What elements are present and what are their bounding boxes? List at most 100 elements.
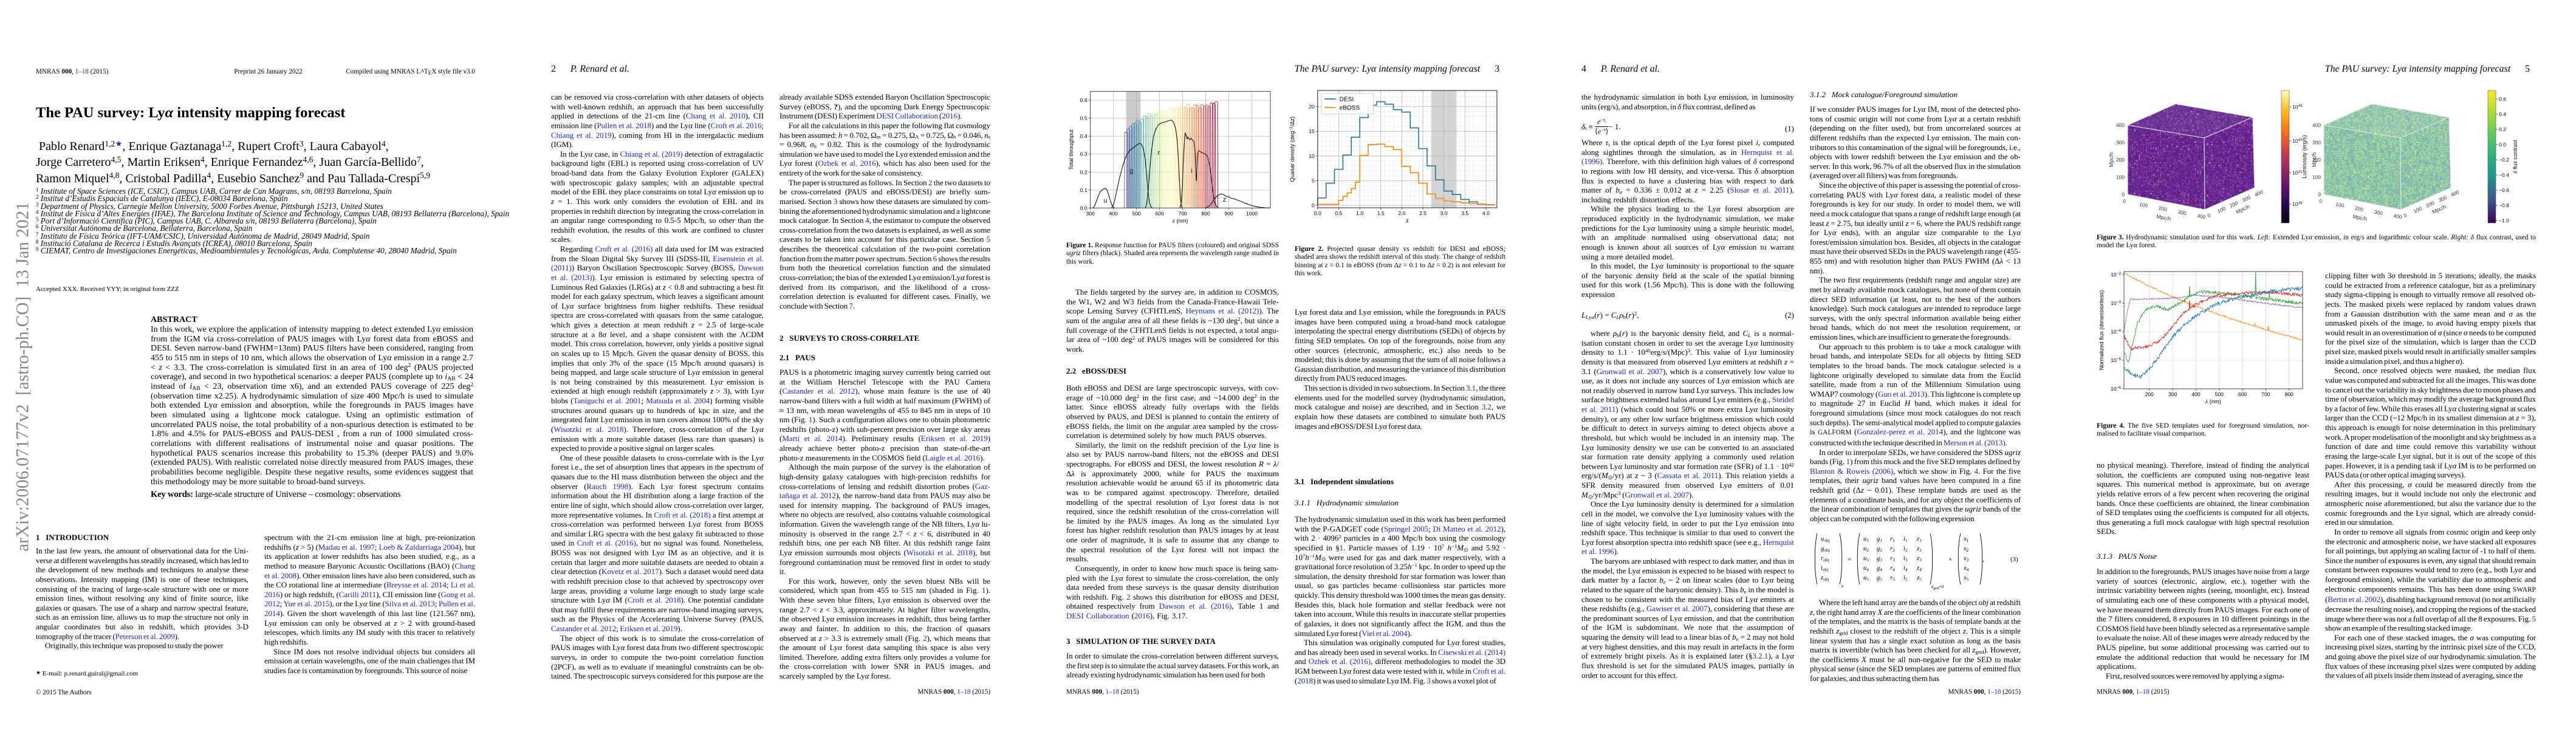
svg-text:4.0: 4.0 xyxy=(1482,210,1490,216)
svg-text:300: 300 xyxy=(2177,209,2187,217)
svg-text:0: 0 xyxy=(2403,212,2408,219)
svg-text:600: 600 xyxy=(1155,210,1164,216)
svg-text:Quasar density (deg−2/Δz): Quasar density (deg−2/Δz) xyxy=(1289,117,1296,182)
svg-text:800: 800 xyxy=(2285,391,2294,397)
svg-text:Total throughput: Total throughput xyxy=(1068,129,1074,170)
svg-text:10−6: 10−6 xyxy=(2111,386,2121,392)
svg-text:gobj: gobj xyxy=(1821,546,1830,553)
svg-text:100: 100 xyxy=(2116,174,2125,180)
svg-text:z5: z5 xyxy=(1916,575,1922,582)
svg-text:r5: r5 xyxy=(1890,575,1895,582)
svg-text:0: 0 xyxy=(2318,198,2323,205)
svg-text:100: 100 xyxy=(2312,174,2321,180)
svg-text:r1: r1 xyxy=(1890,536,1895,543)
svg-text:DESI: DESI xyxy=(1340,96,1354,103)
svg-text:100: 100 xyxy=(2139,201,2149,209)
svg-text:0.3: 0.3 xyxy=(1080,151,1088,157)
svg-text:u5: u5 xyxy=(1863,575,1869,582)
svg-text:0.2: 0.2 xyxy=(1080,169,1088,175)
svg-text:z: z xyxy=(1841,583,1844,589)
svg-text:i: i xyxy=(1191,168,1192,175)
svg-text:100: 100 xyxy=(2335,201,2345,209)
svg-text:200: 200 xyxy=(2158,205,2168,213)
svg-text:0.0: 0.0 xyxy=(1314,210,1321,216)
svg-text:15: 15 xyxy=(1309,128,1315,134)
svg-text:0: 0 xyxy=(2122,191,2125,197)
svg-text:2.5: 2.5 xyxy=(1419,210,1427,216)
svg-text:1041: 1041 xyxy=(2292,170,2303,176)
svg-text:u2: u2 xyxy=(1863,546,1869,553)
svg-text:δ flux contrast: δ flux contrast xyxy=(2512,140,2518,174)
svg-text:z: z xyxy=(1223,196,1227,204)
svg-text:400: 400 xyxy=(2450,189,2460,198)
svg-text:10−5: 10−5 xyxy=(2111,357,2121,363)
svg-text:200: 200 xyxy=(2425,200,2435,209)
svg-text:200: 200 xyxy=(2354,205,2364,213)
svg-text:iobj: iobj xyxy=(1821,565,1829,572)
svg-text:1039: 1039 xyxy=(2292,201,2303,207)
svg-text:i5: i5 xyxy=(1903,575,1908,582)
svg-text:300: 300 xyxy=(2116,140,2125,146)
svg-text:1043: 1043 xyxy=(2292,138,2303,144)
svg-text:g1: g1 xyxy=(1877,536,1882,543)
svg-text:300: 300 xyxy=(2374,209,2383,217)
svg-text:robj: robj xyxy=(1821,555,1829,563)
svg-text:0.6: 0.6 xyxy=(1080,97,1088,103)
svg-text:200: 200 xyxy=(2312,157,2321,163)
svg-text:zobj: zobj xyxy=(1820,575,1829,582)
svg-text:g4: g4 xyxy=(1877,565,1882,572)
svg-text:λ (nm): λ (nm) xyxy=(2205,399,2221,405)
svg-text:r3: r3 xyxy=(1890,555,1895,563)
svg-text:Mpc/h: Mpc/h xyxy=(2108,152,2114,167)
svg-text:Normalized flux (dimensionless: Normalized flux (dimensionless) xyxy=(2098,290,2105,371)
svg-text:3.5: 3.5 xyxy=(1461,210,1468,216)
svg-text:0: 0 xyxy=(2318,191,2321,197)
svg-text:−0.8: −0.8 xyxy=(2499,202,2509,208)
svg-text:400: 400 xyxy=(2191,391,2201,397)
svg-text:x5: x5 xyxy=(1963,575,1969,582)
svg-text:0.5: 0.5 xyxy=(1335,210,1342,216)
svg-text:0.1: 0.1 xyxy=(1080,187,1088,193)
svg-text:g3: g3 xyxy=(1877,555,1882,563)
svg-text:z: z xyxy=(1406,217,1409,224)
svg-text:100: 100 xyxy=(2216,205,2227,214)
svg-text:g2: g2 xyxy=(1877,546,1882,553)
svg-text:1045: 1045 xyxy=(2292,104,2303,110)
svg-text:0.5: 0.5 xyxy=(1080,115,1088,122)
svg-text:g5: g5 xyxy=(1877,575,1882,582)
svg-text:Mpc/h: Mpc/h xyxy=(2156,213,2172,222)
svg-text:10−3: 10−3 xyxy=(2111,300,2121,306)
svg-text:400: 400 xyxy=(2312,122,2321,128)
svg-text:z2: z2 xyxy=(1916,546,1922,553)
svg-text:800: 800 xyxy=(1201,210,1210,216)
svg-text:400: 400 xyxy=(2253,189,2264,198)
svg-text:i4: i4 xyxy=(1903,565,1908,572)
svg-text:700: 700 xyxy=(1178,210,1187,216)
svg-text:x1: x1 xyxy=(1963,536,1969,543)
svg-text:200: 200 xyxy=(2145,391,2154,397)
svg-text:=: = xyxy=(1848,556,1851,563)
svg-text:0: 0 xyxy=(2122,198,2126,205)
svg-text:i2: i2 xyxy=(1903,546,1908,553)
svg-text:r2: r2 xyxy=(1890,546,1895,553)
svg-text:600: 600 xyxy=(2238,391,2247,397)
svg-text:400: 400 xyxy=(2393,213,2403,221)
svg-text:400: 400 xyxy=(2197,213,2207,221)
svg-text:(3): (3) xyxy=(2010,556,2018,563)
svg-text:300: 300 xyxy=(2168,391,2177,397)
svg-text:Mpc/h: Mpc/h xyxy=(2352,213,2368,222)
svg-text:10−2: 10−2 xyxy=(2111,272,2121,278)
svg-text:0.4: 0.4 xyxy=(2499,111,2506,117)
svg-text:300: 300 xyxy=(2312,140,2321,146)
svg-text:Mpc/h: Mpc/h xyxy=(2311,152,2317,167)
svg-text:20: 20 xyxy=(1309,104,1315,110)
svg-text:200: 200 xyxy=(2116,157,2125,163)
svg-text:x4: x4 xyxy=(1963,565,1969,572)
svg-text:i3: i3 xyxy=(1903,555,1908,563)
svg-text:Luminosity (erg/s): Luminosity (erg/s) xyxy=(2301,135,2307,179)
svg-text:400: 400 xyxy=(2116,122,2125,128)
svg-text:u: u xyxy=(1103,197,1107,204)
svg-text:5: 5 xyxy=(1312,177,1315,183)
svg-text:eBOSS: eBOSS xyxy=(1340,104,1360,111)
svg-text:×: × xyxy=(1948,556,1952,563)
